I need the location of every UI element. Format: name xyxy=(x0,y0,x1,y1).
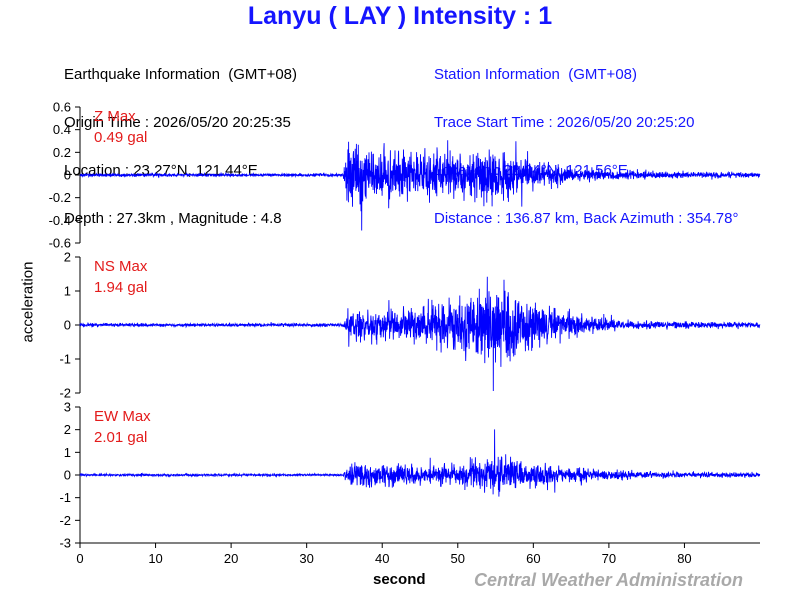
trace-ew xyxy=(79,429,761,497)
x-tick-label: 60 xyxy=(526,551,540,566)
earthquake-depth-magnitude: Depth : 27.3km , Magnitude : 4.8 xyxy=(64,210,282,227)
y-tick-label: 2 xyxy=(64,250,71,265)
earthquake-info-heading: Earthquake Information (GMT+08) xyxy=(64,66,298,83)
station-trace-start: Trace Start Time : 2026/05/20 20:25:20 xyxy=(434,114,695,131)
y-tick-label: 3 xyxy=(64,400,71,415)
max-label-ns: NS Max xyxy=(94,258,148,275)
earthquake-origin-time: Origin Time : 2026/05/20 20:25:35 xyxy=(64,114,291,131)
y-axis-label: acceleration xyxy=(19,261,37,343)
y-tick-label: 1 xyxy=(64,445,71,460)
y-tick-label: 0 xyxy=(64,168,71,183)
x-tick-label: 50 xyxy=(451,551,465,566)
y-tick-label: 0 xyxy=(64,318,71,333)
x-tick-label: 40 xyxy=(375,551,389,566)
y-tick-label: -1 xyxy=(59,352,71,367)
max-label-ew: EW Max xyxy=(94,408,151,425)
x-tick-label: 0 xyxy=(76,551,83,566)
y-tick-label: 0 xyxy=(64,468,71,483)
y-tick-label: 0.4 xyxy=(53,122,71,137)
y-tick-label: 2 xyxy=(64,422,71,437)
earthquake-info-block: Earthquake Information (GMT+08) Origin T… xyxy=(64,35,297,243)
x-tick-label: 80 xyxy=(677,551,691,566)
y-tick-label: -0.4 xyxy=(49,213,71,228)
max-value-z: 0.49 gal xyxy=(94,129,147,146)
x-tick-label: 30 xyxy=(299,551,313,566)
max-value-ew: 2.01 gal xyxy=(94,429,147,446)
x-tick-label: 20 xyxy=(224,551,238,566)
max-label-z: Z Max xyxy=(94,108,136,125)
y-tick-label: -0.2 xyxy=(49,190,71,205)
trace-ns xyxy=(79,276,761,392)
x-tick-label: 70 xyxy=(602,551,616,566)
y-tick-label: -2 xyxy=(59,386,71,401)
y-tick-label: -0.6 xyxy=(49,236,71,251)
trace-z xyxy=(79,140,761,231)
y-tick-label: 0.6 xyxy=(53,100,71,115)
x-tick-label: 10 xyxy=(148,551,162,566)
x-axis-label: second xyxy=(373,571,426,588)
y-tick-label: -1 xyxy=(59,490,71,505)
max-value-ns: 1.94 gal xyxy=(94,279,147,296)
y-tick-label: 0.2 xyxy=(53,145,71,160)
station-distance: Distance : 136.87 km, Back Azimuth : 354… xyxy=(434,210,739,227)
y-tick-label: 1 xyxy=(64,284,71,299)
chart-title: Lanyu ( LAY ) Intensity : 1 xyxy=(247,2,553,30)
station-info-heading: Station Information (GMT+08) xyxy=(434,66,637,83)
y-tick-label: -3 xyxy=(59,536,71,551)
credit-text: Central Weather Administration xyxy=(474,570,744,590)
y-tick-label: -2 xyxy=(59,513,71,528)
